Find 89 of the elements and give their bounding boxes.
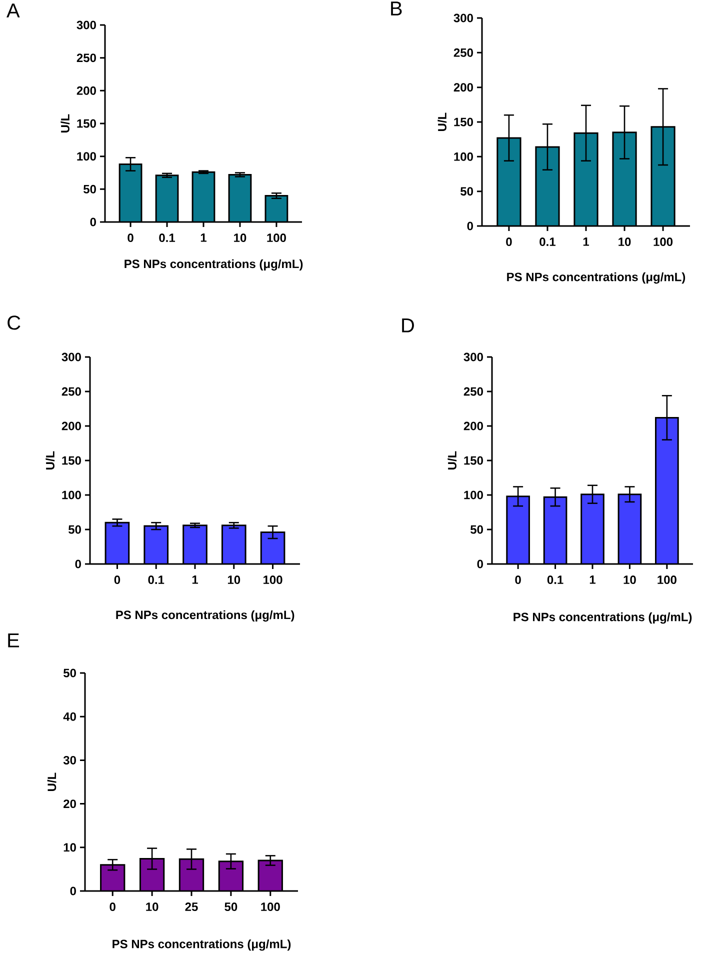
x-axis-title: PS NPs concentrations (μg/mL) <box>116 610 294 622</box>
x-tick-label: 100 <box>654 238 673 246</box>
bar <box>219 861 243 892</box>
x-tick-label: 10 <box>624 576 636 584</box>
x-tick-label: 10 <box>234 234 246 242</box>
y-tick-label: 200 <box>464 422 483 430</box>
y-tick-label: 100 <box>464 490 483 500</box>
y-tick-label: 50 <box>83 184 96 194</box>
bar <box>536 146 560 226</box>
y-tick-label: 0 <box>90 218 96 226</box>
y-tick-label: 300 <box>76 20 96 30</box>
bar <box>100 864 124 892</box>
chart-title: B <box>391 2 402 16</box>
y-tick-label: 20 <box>64 800 76 808</box>
chart-title: D <box>402 318 414 332</box>
bar <box>506 496 530 564</box>
y-tick-label: 0 <box>477 560 483 568</box>
x-tick-label: 1 <box>192 576 198 584</box>
y-tick-label: 10 <box>64 843 76 852</box>
bar <box>258 860 283 892</box>
y-axis-title: U/L <box>438 112 447 131</box>
x-axis-title: PS NPs concentrations (μg/mL) <box>507 272 686 284</box>
y-tick-label: 40 <box>63 712 76 721</box>
y-tick-label: 150 <box>464 456 483 465</box>
y-tick-label: 150 <box>454 118 473 126</box>
y-tick-label: 0 <box>467 222 473 230</box>
y-tick-label: 100 <box>77 152 96 161</box>
x-tick-label: 0.1 <box>148 576 164 584</box>
bar <box>618 494 641 564</box>
x-tick-label: 1 <box>200 234 206 242</box>
x-tick-label: 0 <box>114 576 120 584</box>
chart-title: C <box>8 316 20 330</box>
y-tick-label: 30 <box>63 756 76 764</box>
x-axis-title: PS NPs concentrations (μg/mL) <box>514 612 692 624</box>
x-tick-label: 1 <box>583 238 589 246</box>
bar <box>612 132 636 226</box>
chart-title: E <box>8 633 20 648</box>
y-tick-label: 200 <box>76 86 96 95</box>
x-tick-label: 10 <box>228 576 240 584</box>
y-tick-label: 300 <box>464 352 483 362</box>
y-tick-label: 100 <box>62 490 81 500</box>
y-tick-label: 50 <box>68 525 81 534</box>
bar <box>655 416 679 564</box>
y-tick-label: 250 <box>62 387 81 396</box>
x-tick-label: 50 <box>224 902 238 912</box>
bar <box>574 133 598 226</box>
x-tick-label: 0.1 <box>547 576 564 584</box>
y-tick-label: 0 <box>75 560 81 568</box>
y-tick-label: 0 <box>70 886 76 896</box>
bar <box>650 126 676 226</box>
x-tick-label: 1 <box>590 576 596 584</box>
x-tick-label: 100 <box>264 576 282 584</box>
x-tick-label: 0.1 <box>540 238 556 246</box>
x-tick-label: 10 <box>618 238 631 246</box>
x-tick-label: 0 <box>506 238 512 246</box>
x-tick-label: 0 <box>110 902 116 912</box>
y-axis-title: U/L <box>448 451 457 470</box>
x-tick-label: 100 <box>261 902 280 912</box>
x-tick-label: 100 <box>658 576 676 584</box>
y-tick-label: 50 <box>470 525 483 534</box>
x-tick-label: 0 <box>515 576 521 584</box>
bar <box>497 138 521 226</box>
y-tick-label: 50 <box>63 668 76 678</box>
x-tick-label: 0 <box>128 234 134 242</box>
y-tick-label: 250 <box>464 387 483 396</box>
bar <box>180 859 204 892</box>
y-tick-label: 250 <box>76 54 96 62</box>
y-tick-label: 150 <box>77 119 96 128</box>
x-tick-label: 100 <box>267 234 286 242</box>
bar <box>581 494 604 564</box>
y-tick-label: 100 <box>454 152 473 161</box>
bar <box>544 497 566 564</box>
y-axis-title: U/L <box>47 772 56 791</box>
y-tick-label: 200 <box>62 422 81 430</box>
x-tick-label: 10 <box>146 902 158 912</box>
y-tick-label: 300 <box>62 352 81 362</box>
y-tick-label: 150 <box>62 456 81 465</box>
x-axis-title: PS NPs concentrations (μg/mL) <box>124 259 303 271</box>
x-axis-title: PS NPs concentrations (μg/mL) <box>112 939 291 951</box>
y-axis-title: U/L <box>46 451 55 470</box>
y-tick-label: 50 <box>460 187 473 196</box>
y-tick-label: 300 <box>454 14 473 22</box>
y-tick-label: 250 <box>454 48 473 57</box>
bar <box>140 858 164 892</box>
y-axis-title: U/L <box>60 114 70 132</box>
x-tick-label: 25 <box>185 902 198 912</box>
x-tick-label: 0.1 <box>159 234 176 242</box>
y-tick-label: 200 <box>454 83 473 92</box>
chart-title: A <box>6 4 20 18</box>
